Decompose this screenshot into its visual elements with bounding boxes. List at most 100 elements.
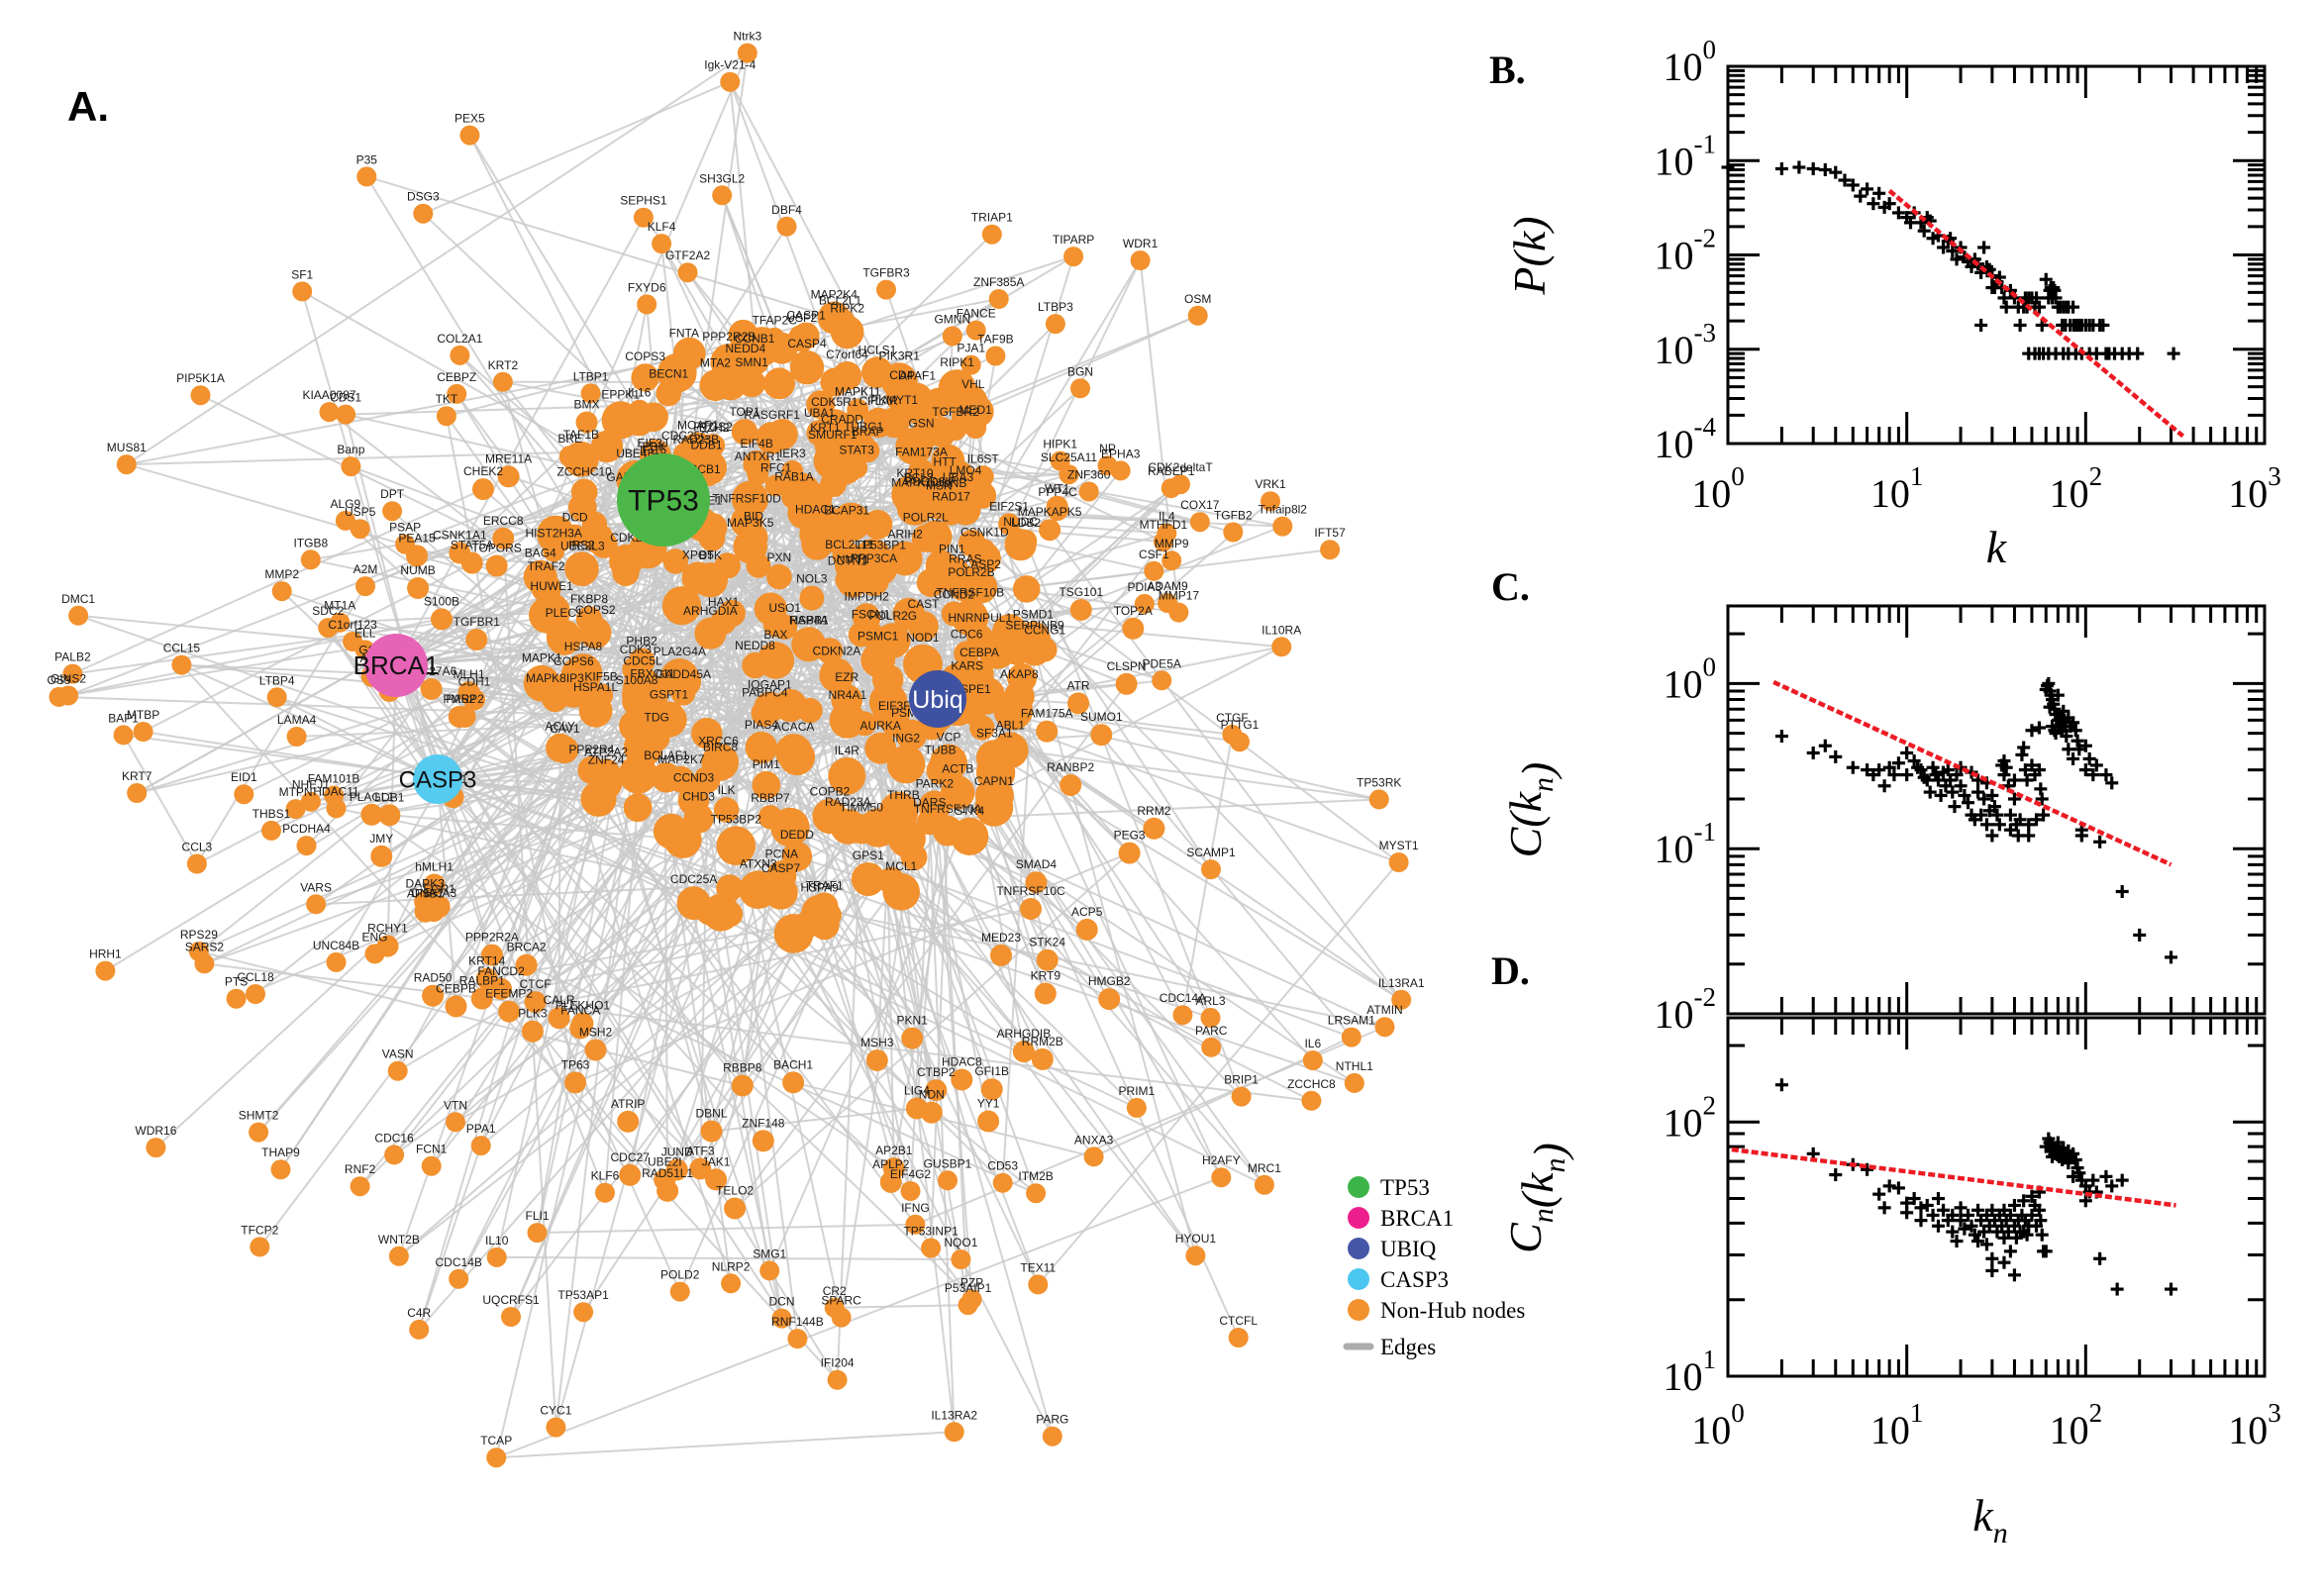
network-node [1231, 1086, 1252, 1107]
network-node-label: RCHY1 [367, 922, 408, 936]
network-node [907, 458, 936, 486]
network-node-label: Banp [337, 443, 364, 456]
network-node-label: TNFRSF10B [936, 585, 1004, 599]
network-node-label: HMGB2 [1088, 974, 1131, 988]
network-node-label: ARIH2 [888, 528, 924, 542]
network-node-label: EIF3J [638, 437, 668, 450]
network-node [546, 733, 575, 763]
network-node-label: VHL [961, 377, 985, 391]
network-node-label: MMP17 [1159, 589, 1200, 603]
network-node-label: ARL3 [1195, 994, 1225, 1008]
network-node-label: CFLAR [859, 394, 899, 408]
network-node-label: CDC25A [670, 872, 717, 886]
network-node-label: BTK [699, 549, 722, 562]
network-node [681, 561, 715, 595]
plot-frame [1726, 1016, 2267, 1378]
network-node [875, 623, 911, 658]
network-node-label: NOD1 [906, 631, 940, 645]
network-node-label: XPO5 [682, 549, 714, 562]
network-node [581, 511, 608, 537]
network-node-label: CDH1 [458, 675, 491, 689]
network-node-label: HIPK1 [1043, 438, 1077, 451]
fit-line [1887, 188, 2185, 439]
network-edge [593, 419, 641, 525]
network-node-label: RANBP2 [1047, 760, 1094, 774]
network-node [945, 419, 967, 441]
network-node [584, 1039, 607, 1061]
network-node-label: PIM1 [753, 757, 780, 771]
network-node [1015, 621, 1051, 656]
network-node [882, 873, 920, 911]
network-node [1130, 250, 1151, 270]
network-node-label: RASGRF1 [744, 408, 800, 422]
network-node-label: CYC1 [540, 1404, 571, 1418]
network-node [413, 203, 434, 224]
network-node [563, 524, 586, 547]
network-node [548, 1007, 570, 1030]
plot-panel-b: 100 101 102 103 100 10-1 10-2 10-3 10-4 k P(k) [1504, 35, 2281, 572]
network-node-label: BCL2L11 [825, 538, 873, 551]
network-node-label: CDC25C [661, 429, 709, 443]
network-node-label: TCAP [480, 1434, 512, 1447]
network-node-label: CDK5R1 [811, 395, 858, 409]
network-edge [670, 830, 1211, 1019]
network-node [1261, 491, 1280, 512]
network-node-label: BCAP31 [824, 504, 869, 518]
network-edge [395, 664, 584, 1025]
network-node-label: MAP2K4 [811, 287, 858, 301]
network-node-label: RALBP1 [459, 974, 505, 988]
network-node-label: MAPK10 [891, 475, 939, 489]
network-node-label: AKAP8 [1000, 667, 1039, 681]
hub-node-tp53 [617, 453, 710, 547]
network-node-label: EIF4G2 [890, 1167, 932, 1181]
network-node-label: STK24 [1029, 936, 1065, 949]
network-node-label: TOP2A [1114, 604, 1153, 618]
network-node [95, 960, 116, 981]
network-node [360, 803, 383, 826]
network-node [533, 593, 570, 631]
network-node-label: FANCE [957, 307, 996, 321]
network-node-label: CSNK1A1 [433, 529, 487, 543]
network-node-label: VARS [300, 880, 332, 894]
network-node-label: UBA3 [943, 470, 974, 484]
network-node-label: COPB2 [810, 785, 851, 799]
plot-panel-c: 100 10-1 10-2 C(kn) [1500, 604, 2267, 1037]
network-edge [537, 1223, 916, 1235]
network-node-label: UBA1 [804, 406, 836, 420]
network-node-label: PPP2R2B [702, 330, 756, 344]
network-edge [437, 778, 973, 1301]
network-node-label: TIMM50 [840, 800, 883, 814]
network-node [498, 1000, 521, 1023]
network-node [973, 539, 996, 561]
network-node-label: NTHL1 [1336, 1059, 1373, 1073]
network-node-label: PDIA3 [1127, 580, 1162, 594]
network-node [355, 576, 375, 597]
network-edge [974, 427, 1197, 1256]
network-node-label: MED1 [960, 403, 993, 417]
network-node [485, 554, 508, 577]
network-node-label: UNC84B [313, 939, 359, 952]
network-node [862, 509, 893, 540]
network-node-label: FCN1 [416, 1143, 448, 1156]
network-node-label: YY1 [977, 1097, 1000, 1111]
network-node-label: RRM2B [1022, 1035, 1063, 1048]
network-node-label: CEBPA [960, 646, 999, 659]
network-node-label: ZNF148 [742, 1116, 785, 1130]
network-edge [638, 773, 1353, 1039]
network-node-label: NLRP2 [712, 1259, 751, 1273]
network-node-label: PARK2 [916, 777, 955, 791]
network-node-label: JUNB [936, 476, 966, 490]
network-node-label: CASP1 [786, 309, 826, 323]
network-node-label: C4R [407, 1306, 431, 1320]
network-node-label: NEDD8 [735, 639, 775, 652]
network-node-label: ING2 [892, 732, 920, 746]
network-node [799, 585, 825, 611]
network-node-label: ELL [354, 626, 376, 640]
network-node [580, 383, 601, 404]
network-edge [395, 664, 744, 1087]
network-node [486, 1247, 507, 1267]
network-node [670, 680, 696, 706]
network-node-label: GADD45A [656, 667, 711, 681]
network-node-label: IMPDH2 [845, 589, 890, 603]
network-node [737, 368, 766, 398]
